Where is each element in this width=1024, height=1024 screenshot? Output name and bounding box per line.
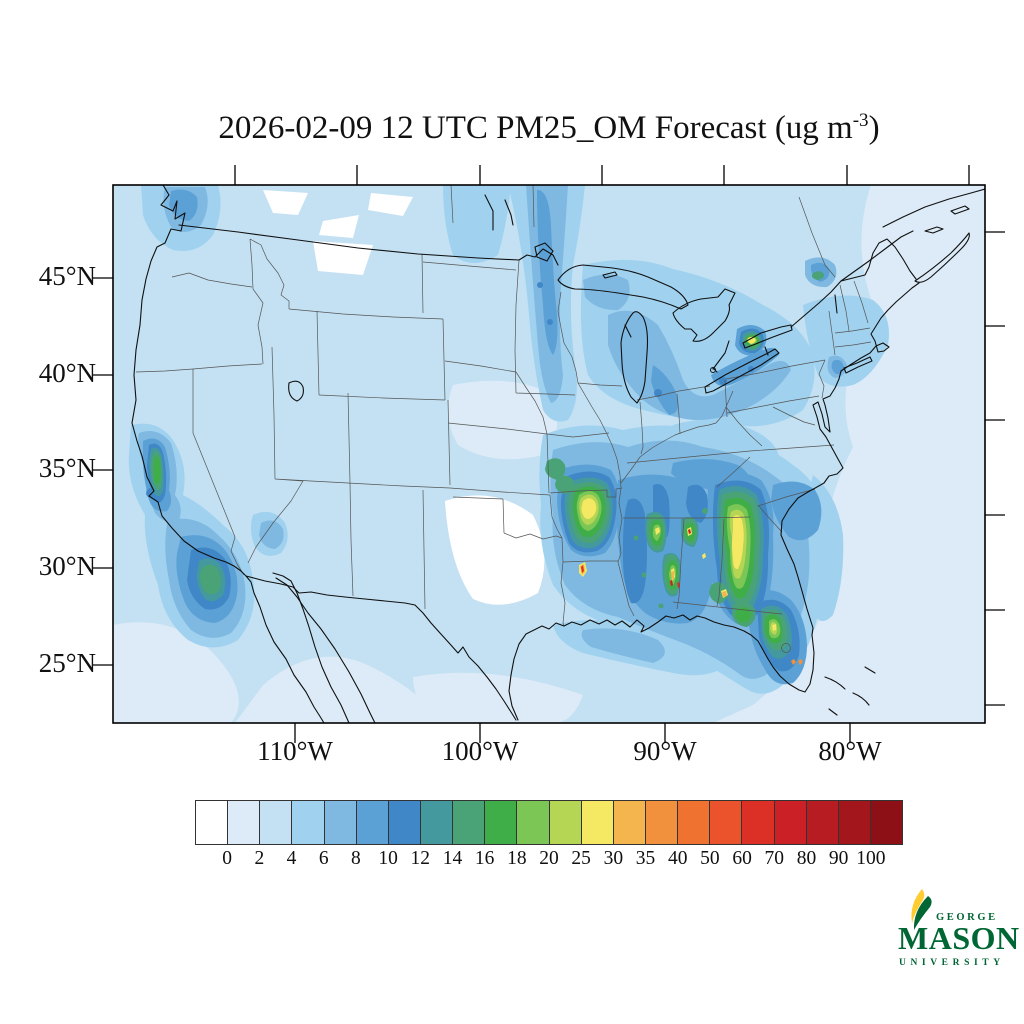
gmu-logo-university: UNIVERSITY — [899, 958, 1005, 968]
colorbar-cell-0 — [196, 801, 229, 844]
colorbar-cell-6 — [388, 801, 421, 844]
colorbar-label-14: 14 — [442, 848, 463, 869]
colorbar-label-35: 35 — [635, 848, 656, 869]
colorbar-cell-10 — [517, 801, 550, 844]
colorbar-label-12: 12 — [410, 848, 431, 869]
colorbar-label-40: 40 — [667, 848, 688, 869]
colorbar-cell-21 — [870, 801, 903, 844]
colorbar-cell-8 — [453, 801, 486, 844]
colorbar-label-4: 4 — [286, 848, 297, 869]
colorbar-cell-4 — [324, 801, 357, 844]
colorbar-cell-9 — [485, 801, 518, 844]
lat-label-25n: 25°N — [38, 648, 96, 678]
lat-label-30n: 30°N — [38, 551, 96, 581]
colorbar-label-16: 16 — [474, 848, 495, 869]
colorbar-label-70: 70 — [764, 848, 785, 869]
lat-label-35n: 35°N — [38, 453, 96, 483]
colorbar-label-6: 6 — [318, 848, 329, 869]
colorbar-cell-16 — [710, 801, 743, 844]
contour-field — [113, 185, 985, 723]
colorbar-cell-17 — [742, 801, 775, 844]
colorbar-cell-13 — [613, 801, 646, 844]
colorbar-label-30: 30 — [603, 848, 624, 869]
colorbar-cell-3 — [292, 801, 325, 844]
colorbar-cell-15 — [678, 801, 711, 844]
colorbar-cell-14 — [645, 801, 679, 844]
colorbar-labels: 0 2 4 6 8 10 12 14 16 18 20 25 30 35 40 50 60 70 80 90 100 — [195, 848, 903, 878]
title-text: 2026-02-09 12 UTC PM25_OM Forecast (ug m — [218, 110, 853, 146]
colorbar-label-80: 80 — [796, 848, 817, 869]
gmu-logo-george: GEORGE — [936, 912, 998, 923]
colorbar-cell-19 — [806, 801, 839, 844]
colorbar-label-20: 20 — [539, 848, 559, 869]
lat-label-40n: 40°N — [38, 358, 96, 388]
colorbar — [195, 800, 903, 845]
colorbar-label-18: 18 — [507, 848, 527, 869]
colorbar-label-0: 0 — [222, 848, 233, 869]
colorbar-cell-7 — [420, 801, 454, 844]
colorbar-cell-12 — [581, 801, 614, 844]
colorbar-cell-11 — [549, 801, 582, 844]
colorbar-label-90: 90 — [828, 848, 849, 869]
title-suffix: ) — [868, 110, 880, 146]
gmu-logo: GEORGE MASON UNIVERSITY — [883, 889, 1023, 984]
colorbar-cell-20 — [838, 801, 871, 844]
lat-label-45n: 45°N — [38, 261, 96, 291]
colorbar-label-8: 8 — [351, 848, 361, 869]
colorbar-label-2: 2 — [254, 848, 265, 869]
colorbar-cell-2 — [260, 801, 293, 844]
coastlines — [131, 185, 985, 723]
colorbar-cell-18 — [774, 801, 807, 844]
title-exponent: -3 — [852, 110, 869, 131]
page-title: 2026-02-09 12 UTC PM25_OM Forecast (ug m… — [74, 110, 1024, 147]
forecast-map — [93, 165, 1005, 743]
gmu-logo-mason: MASON — [898, 920, 1020, 956]
colorbar-label-100: 100 — [856, 848, 886, 869]
map-frame — [93, 165, 1005, 743]
axis-ticks — [93, 165, 1005, 743]
colorbar-label-60: 60 — [732, 848, 752, 869]
colorbar-label-25: 25 — [571, 848, 591, 869]
state-borders — [135, 185, 872, 653]
colorbar-label-10: 10 — [378, 848, 398, 869]
colorbar-label-50: 50 — [700, 848, 720, 869]
colorbar-cell-1 — [228, 801, 261, 844]
colorbar-cell-5 — [356, 801, 389, 844]
gmu-flame-icon — [911, 889, 932, 930]
